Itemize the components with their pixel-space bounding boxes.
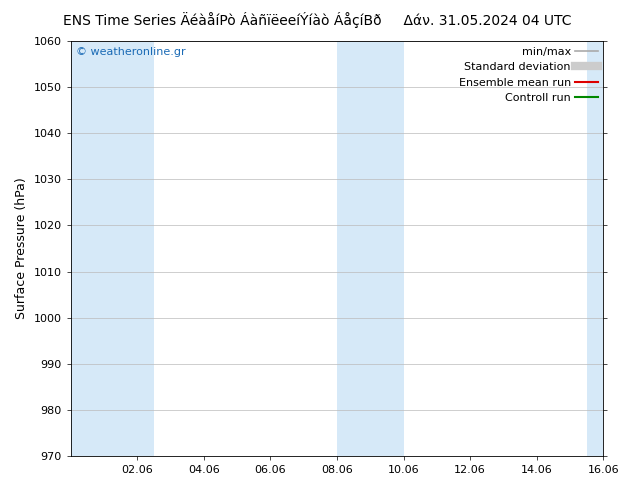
Text: © weatheronline.gr: © weatheronline.gr xyxy=(76,47,186,57)
Bar xyxy=(337,41,403,456)
Legend: min/max, Standard deviation, Ensemble mean run, Controll run: min/max, Standard deviation, Ensemble me… xyxy=(455,42,602,108)
Y-axis label: Surface Pressure (hPa): Surface Pressure (hPa) xyxy=(15,178,28,319)
Text: ENS Time Series ÄéàåíPò ÁàñïëeeíÝíàò ÁåçíBð     Δάν. 31.05.2024 04 UTC: ENS Time Series ÄéàåíPò ÁàñïëeeíÝíàò Áåç… xyxy=(63,12,571,28)
Bar xyxy=(586,41,620,456)
Bar xyxy=(71,41,154,456)
